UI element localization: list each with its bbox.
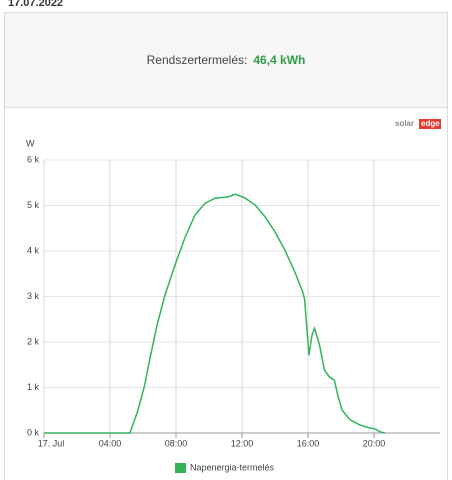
x-tick-label: 12:00 xyxy=(231,438,254,448)
x-tick-label: 16:00 xyxy=(297,438,320,448)
x-tick-label: 08:00 xyxy=(165,438,188,448)
x-tick-label: 17. Jul xyxy=(38,438,65,448)
series-line xyxy=(44,193,386,434)
summary-panel: Rendszertermelés: 46,4 kWh xyxy=(4,12,448,108)
y-tick-label: 0 k xyxy=(27,427,40,437)
summary-value: 46,4 kWh xyxy=(253,53,306,67)
chart-box xyxy=(4,107,448,480)
y-tick-label: 5 k xyxy=(27,200,40,210)
y-tick-label: 4 k xyxy=(27,245,40,255)
summary-row: Rendszertermelés: 46,4 kWh xyxy=(5,53,447,67)
x-tick-label: 20:00 xyxy=(363,438,386,448)
y-tick-label: 2 k xyxy=(27,336,40,346)
legend-swatch xyxy=(175,463,186,473)
y-axis-label: W xyxy=(26,138,35,148)
y-tick-label: 6 k xyxy=(27,154,40,164)
x-tick-label: 04:00 xyxy=(99,438,122,448)
logo-text: edge xyxy=(421,119,440,128)
logo-box xyxy=(419,119,441,129)
logo-text: solar xyxy=(395,119,414,128)
legend-label: Napenergia-termelés xyxy=(190,462,275,472)
summary-label: Rendszertermelés: xyxy=(146,53,248,67)
y-tick-label: 3 k xyxy=(27,291,40,301)
date: 17.07.2022 xyxy=(8,0,64,9)
y-tick-label: 1 k xyxy=(27,382,40,392)
